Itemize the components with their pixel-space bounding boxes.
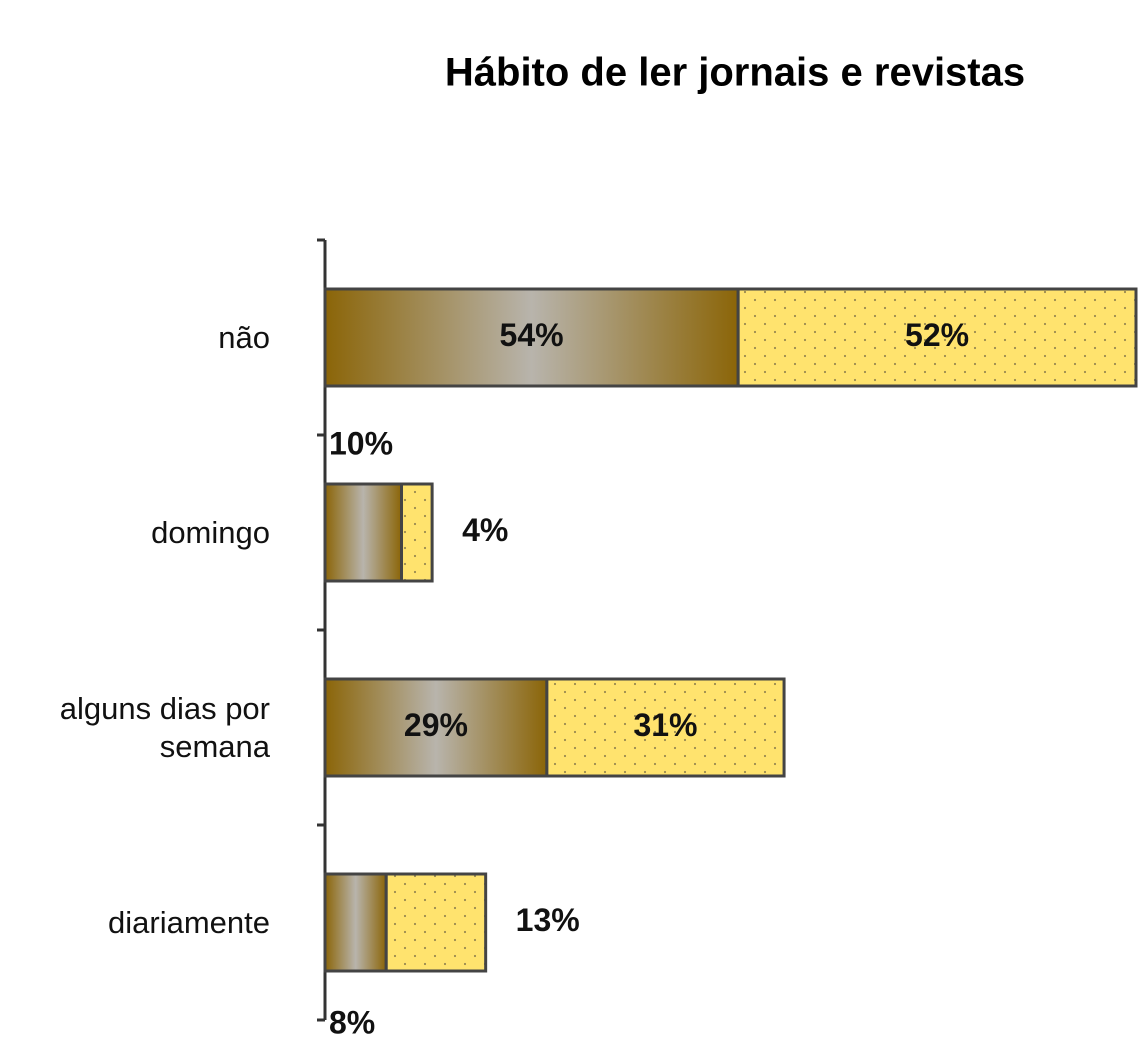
bar-segment [323, 872, 388, 973]
category-label: diariamente [108, 904, 270, 940]
bar-segment [400, 482, 434, 583]
bar-segment [384, 872, 488, 973]
chart-title: Hábito de ler jornais e revistas [445, 51, 1025, 95]
category-label: não [218, 319, 270, 355]
value-label: 31% [633, 707, 697, 743]
value-label: 52% [905, 317, 969, 353]
bar-segment [323, 482, 404, 583]
value-label: 13% [516, 902, 580, 938]
category-label: domingo [151, 514, 270, 550]
value-label: 8% [329, 1004, 375, 1040]
bar-segment [736, 287, 1138, 388]
value-label: 10% [329, 425, 393, 461]
value-label: 54% [500, 317, 564, 353]
bar-segment [323, 677, 549, 778]
bar-segment [545, 677, 786, 778]
value-label: 4% [462, 512, 508, 548]
value-label: 29% [404, 707, 468, 743]
category-label: alguns dias por semana [59, 690, 270, 764]
